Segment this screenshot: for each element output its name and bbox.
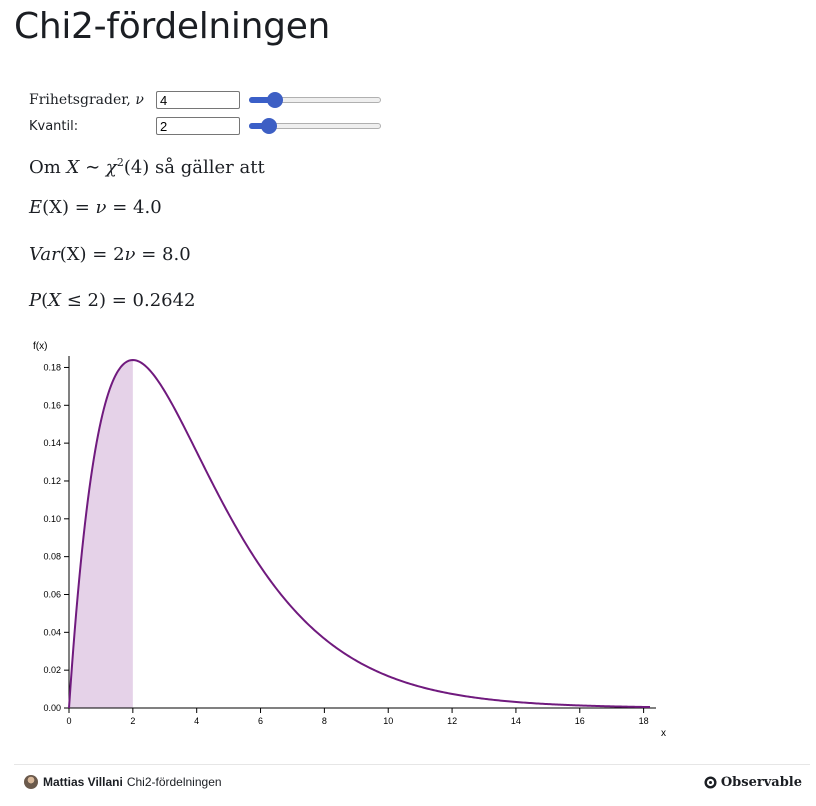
variance-paren: (X)	[59, 244, 87, 265]
x-axis-label: x	[661, 728, 666, 739]
mean-value: 4.0	[133, 197, 162, 218]
quantile-slider[interactable]	[249, 118, 381, 134]
prob-open: (	[41, 290, 49, 311]
y-tick-label: 0.08	[43, 552, 61, 562]
df-control: Frihetsgrader, ν	[29, 89, 381, 111]
y-tick-label: 0.16	[43, 400, 61, 410]
y-tick-label: 0.14	[43, 438, 61, 448]
intro-arg: (4)	[123, 157, 150, 178]
df-slider-thumb[interactable]	[267, 92, 284, 108]
prob-close: )	[98, 290, 106, 311]
chi2-density-chart: 0 2 4 6 8 10 12 14 16 18 0.00 0.02 0.04 0.06 0.08 0.10 0…	[33, 341, 666, 739]
quantile-label: Kvantil:	[29, 118, 79, 134]
footer: Mattias Villani Chi2-fördelningen Observ…	[14, 764, 810, 799]
intro-op: ∼	[79, 157, 106, 178]
quantile-slider-fill	[249, 123, 269, 129]
y-axis-label: f(x)	[33, 341, 47, 352]
prob-var: X	[48, 290, 61, 311]
y-tick-label: 0.02	[43, 665, 61, 675]
y-tick-label: 0.06	[43, 589, 61, 599]
x-tick-label: 2	[130, 716, 135, 726]
x-tick-label: 0	[66, 716, 71, 726]
x-tick-label: 4	[194, 716, 199, 726]
x-tick-label: 16	[575, 716, 585, 726]
intro-chi: χ	[105, 157, 117, 178]
y-tick-label: 0.04	[43, 627, 61, 637]
observable-logo-icon	[704, 775, 717, 789]
intro-statement: Om X ∼ χ2(4) så gäller att	[29, 156, 265, 178]
author-name[interactable]: Mattias Villani	[43, 775, 123, 789]
mean-formula: E(X) = ν = 4.0	[29, 197, 162, 218]
probability-formula: P(X ≤ 2) = 0.2642	[29, 290, 196, 311]
variance-nu: ν	[124, 244, 136, 265]
prob-value: 0.2642	[132, 290, 196, 311]
mean-eq1: =	[69, 197, 96, 218]
x-tick-label: 14	[511, 716, 521, 726]
variance-eq2: =	[135, 244, 163, 265]
variance-formula: Var(X) = 2ν = 8.0	[29, 244, 191, 265]
variance-eq1: =	[86, 244, 114, 265]
x-tick-label: 6	[258, 716, 263, 726]
mean-E: E	[29, 197, 43, 218]
intro-suffix: så gäller att	[149, 157, 265, 178]
df-input[interactable]	[156, 91, 240, 109]
intro-prefix: Om	[29, 157, 67, 178]
quantile-control: Kvantil:	[29, 115, 381, 137]
mean-eq2: =	[106, 197, 134, 218]
intro-var: X	[66, 157, 80, 178]
notebook-name[interactable]: Chi2-fördelningen	[126, 775, 222, 789]
variance-Var: Var	[29, 244, 60, 265]
shaded-area	[69, 360, 133, 708]
quantile-input[interactable]	[156, 117, 240, 135]
y-tick-label: 0.10	[43, 514, 61, 524]
prob-q: 2	[87, 290, 99, 311]
df-label: Frihetsgrader, ν	[29, 92, 156, 108]
variance-value: 8.0	[162, 244, 191, 265]
x-tick-label: 18	[639, 716, 649, 726]
prob-P: P	[29, 290, 42, 311]
observable-brand[interactable]: Observable	[704, 775, 802, 790]
variance-two: 2	[113, 244, 125, 265]
author-avatar[interactable]	[24, 775, 38, 789]
mean-nu: ν	[95, 197, 107, 218]
df-label-text: Frihetsgrader,	[29, 92, 136, 108]
x-tick-label: 8	[322, 716, 327, 726]
quantile-slider-thumb[interactable]	[260, 118, 277, 134]
intro-sup: 2	[116, 156, 124, 169]
df-label-nu: ν	[135, 92, 144, 108]
y-tick-label: 0.18	[43, 362, 61, 372]
y-tick-label: 0.00	[43, 703, 61, 713]
df-slider-fill	[249, 97, 276, 103]
x-tick-label: 10	[383, 716, 393, 726]
df-slider[interactable]	[249, 92, 381, 108]
observable-brand-text: Observable	[720, 774, 802, 790]
x-tick-label: 12	[447, 716, 457, 726]
prob-eq: =	[106, 290, 133, 311]
page-title: Chi2-fördelningen	[14, 6, 331, 47]
mean-paren: (X)	[42, 197, 69, 218]
prob-le: ≤	[60, 290, 88, 311]
y-tick-label: 0.12	[43, 476, 61, 486]
density-curve	[68, 359, 651, 709]
